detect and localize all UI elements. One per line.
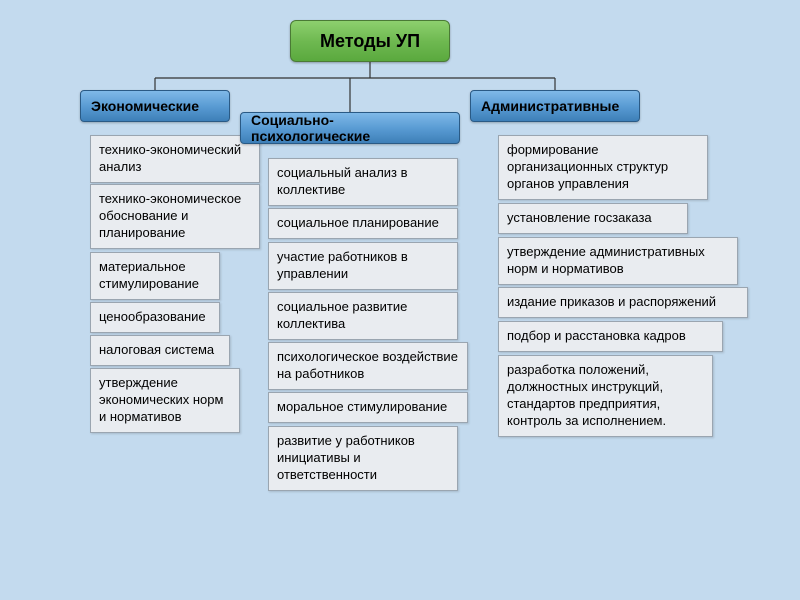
leaf-text: материальное стимулирование xyxy=(99,259,199,291)
leaf-text: развитие у работников инициативы и ответ… xyxy=(277,433,415,482)
leaf-item: участие работников в управлении xyxy=(268,242,458,290)
leaf-text: психологическое воздействие на работнико… xyxy=(277,349,458,381)
leaf-text: моральное стимулирование xyxy=(277,399,447,414)
leaf-text: налоговая система xyxy=(99,342,214,357)
leaf-item: утверждение экономических норм и нормати… xyxy=(90,368,240,433)
leaf-item: ценообразование xyxy=(90,302,220,333)
leaf-item: моральное стимулирование xyxy=(268,392,468,423)
leaf-text: технико-экономическое обоснование и план… xyxy=(99,191,241,240)
leaf-item: утверждение административных норм и норм… xyxy=(498,237,738,285)
leaf-text: технико-экономический анализ xyxy=(99,142,241,174)
leaf-item: социальный анализ в коллективе xyxy=(268,158,458,206)
leaf-item: разработка положений, должностных инстру… xyxy=(498,355,713,437)
leaf-text: утверждение административных норм и норм… xyxy=(507,244,705,276)
leaf-text: формирование организационных структур ор… xyxy=(507,142,668,191)
leaf-item: подбор и расстановка кадров xyxy=(498,321,723,352)
leaf-item: социальное планирование xyxy=(268,208,458,239)
leaf-item: развитие у работников инициативы и ответ… xyxy=(268,426,458,491)
branch-economic: Экономические xyxy=(80,90,230,122)
leaf-text: утверждение экономических норм и нормати… xyxy=(99,375,223,424)
leaf-item: формирование организационных структур ор… xyxy=(498,135,708,200)
leaf-text: подбор и расстановка кадров xyxy=(507,328,686,343)
leaf-item: социальное развитие коллектива xyxy=(268,292,458,340)
branch-administrative: Административные xyxy=(470,90,640,122)
leaf-text: издание приказов и распоряжений xyxy=(507,294,716,309)
leaf-item: технико-экономический анализ xyxy=(90,135,260,183)
branch-label: Социально-психологические xyxy=(251,112,449,144)
leaf-text: установление госзаказа xyxy=(507,210,652,225)
leaf-text: социальный анализ в коллективе xyxy=(277,165,408,197)
leaf-text: социальное развитие коллектива xyxy=(277,299,407,331)
root-label: Методы УП xyxy=(320,31,420,52)
branch-social: Социально-психологические xyxy=(240,112,460,144)
leaf-item: налоговая система xyxy=(90,335,230,366)
leaf-text: разработка положений, должностных инстру… xyxy=(507,362,666,428)
root-node: Методы УП xyxy=(290,20,450,62)
leaf-item: психологическое воздействие на работнико… xyxy=(268,342,468,390)
leaf-text: участие работников в управлении xyxy=(277,249,408,281)
branch-label: Административные xyxy=(481,98,619,114)
leaf-item: технико-экономическое обоснование и план… xyxy=(90,184,260,249)
branch-label: Экономические xyxy=(91,98,199,114)
leaf-item: установление госзаказа xyxy=(498,203,688,234)
leaf-text: ценообразование xyxy=(99,309,206,324)
leaf-item: материальное стимулирование xyxy=(90,252,220,300)
leaf-text: социальное планирование xyxy=(277,215,439,230)
leaf-item: издание приказов и распоряжений xyxy=(498,287,748,318)
